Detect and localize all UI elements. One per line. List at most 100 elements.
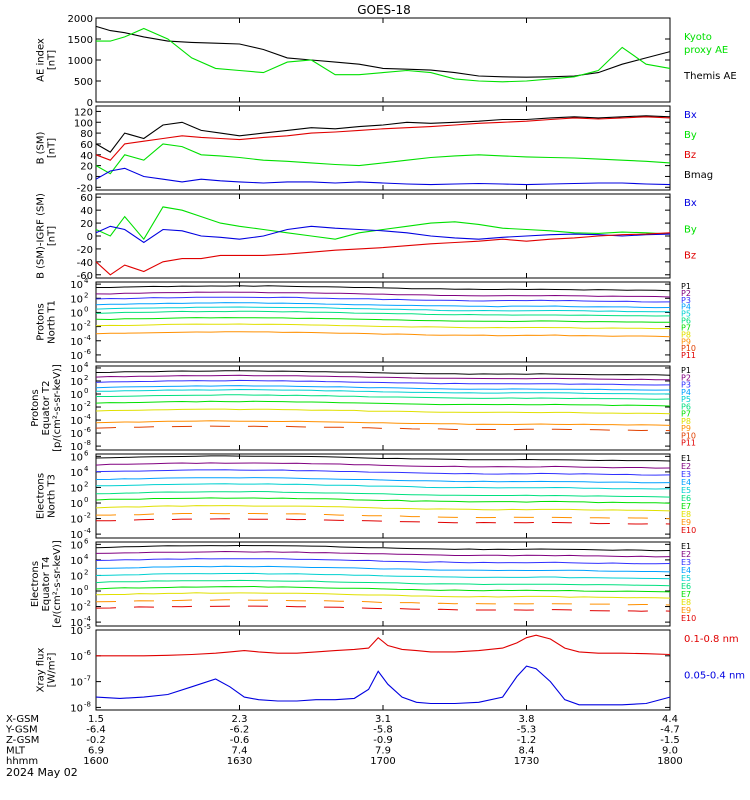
y-axis-label: B (SM)	[36, 131, 47, 164]
legend-entry: E3	[681, 470, 691, 479]
panel-1: 0 500 1000 1500 2000 AE index [nT] Kyoto proxy A…	[36, 14, 737, 109]
series-line	[96, 27, 671, 83]
axis-row-value: -1.5	[660, 735, 680, 746]
flux-line	[95, 550, 671, 558]
legend-entry: E7	[681, 590, 691, 599]
legend-entry: proxy AE	[684, 45, 728, 56]
y-tick-exponent: -8	[84, 700, 91, 708]
legend-entry: P10	[681, 431, 696, 440]
y-tick-exponent: 4	[84, 361, 89, 369]
y-tick-exponent: 0	[84, 584, 88, 592]
chart-title: GOES-18	[357, 3, 411, 17]
y-tick-label: 10	[70, 403, 83, 414]
flux-line	[95, 400, 671, 407]
flux-line	[95, 385, 671, 391]
legend-entry: P8	[681, 417, 691, 426]
axis-row-value: -6.2	[230, 725, 250, 736]
legend-entry: E5	[681, 574, 691, 583]
flux-line	[95, 317, 671, 323]
legend-entry: By	[684, 130, 697, 141]
flux-line	[96, 518, 671, 525]
y-tick-label: 10	[70, 416, 83, 427]
y-axis-label: North T3	[47, 474, 58, 518]
y-axis-label: [p/(cm²-s-sr-keV)]	[52, 364, 63, 452]
flux-line	[96, 394, 671, 400]
y-axis-label: Protons	[30, 389, 41, 426]
axis-row-value: 1.5	[88, 714, 104, 725]
series-line	[95, 232, 671, 276]
y-tick-exponent: 2	[84, 568, 88, 576]
y-tick-label: 10	[70, 429, 83, 440]
flux-line	[95, 565, 671, 573]
y-axis-label: Electrons	[30, 561, 41, 607]
y-tick-exponent: 0	[84, 387, 88, 395]
y-axis-label: Electrons	[36, 473, 47, 519]
legend-entry: 0.1-0.8 nm	[684, 634, 739, 645]
y-tick-exponent: -6	[84, 348, 92, 356]
legend-entry: P4	[681, 388, 691, 397]
y-tick-label: 10	[70, 515, 83, 526]
axis-row-value: -0.6	[230, 735, 250, 746]
y-tick-label: 10	[70, 571, 83, 582]
legend-entry: E1	[681, 542, 691, 551]
y-tick-label: 10	[70, 618, 83, 629]
y-tick-exponent: 0	[84, 496, 88, 504]
y-tick-label: 0	[87, 232, 93, 243]
y-axis-label: Protons	[36, 303, 47, 340]
axis-row-label: Y-GSM	[5, 725, 38, 736]
flux-line	[95, 497, 671, 504]
flux-line	[95, 302, 671, 309]
y-tick-label: 10	[70, 540, 83, 551]
y-axis-label: [nT]	[47, 138, 58, 158]
series-line	[95, 143, 671, 175]
series-line	[95, 206, 671, 241]
panel-frame	[95, 193, 671, 279]
y-tick-label: 10	[70, 703, 83, 714]
y-axis-label: North T1	[47, 300, 58, 344]
legend-entry: P7	[681, 323, 691, 332]
flux-line	[95, 585, 671, 593]
panel-3: -60 -40 -20 0 20 40 60 B (SM)-IGRF (SM) [nT] Bx By…	[36, 193, 697, 282]
y-tick-exponent: 2	[84, 480, 88, 488]
y-tick-label: 60	[80, 140, 93, 151]
legend-entry: P7	[681, 410, 691, 419]
panel-frame	[95, 17, 671, 103]
time-axis-table: X-GSM 1.5 2.3 3.1 3.8 4.4 Y-GSM -6.4 -6.2 -5.8 -5.…	[5, 714, 683, 767]
y-tick-exponent: -6	[84, 649, 92, 657]
series-line	[95, 665, 671, 706]
legend-entry: E6	[681, 494, 691, 503]
legend-entry: E3	[681, 558, 691, 567]
flux-line	[95, 558, 671, 565]
y-tick-label: 10	[70, 603, 83, 614]
flux-line	[96, 285, 671, 292]
y-tick-label: 10	[70, 626, 83, 637]
legend-entry: P2	[681, 373, 691, 382]
y-tick-label: 40	[80, 151, 93, 162]
series-line	[95, 115, 671, 153]
y-tick-label: 0	[87, 172, 93, 183]
y-tick-exponent: -4	[84, 413, 92, 421]
axis-row-value: 6.9	[88, 746, 104, 757]
legend-entry: E4	[681, 566, 691, 575]
flux-line	[95, 605, 671, 612]
legend-entry: P1	[681, 282, 691, 291]
y-tick-label: -40	[77, 258, 93, 269]
y-tick-exponent: -2	[84, 600, 91, 608]
legend-entry: Kyoto	[684, 32, 712, 43]
y-tick-label: 10	[70, 390, 83, 401]
y-tick-exponent: 2	[84, 291, 88, 299]
legend-entry: P2	[681, 289, 691, 298]
legend-entry: P4	[681, 303, 691, 312]
y-axis-label: Xray flux	[36, 648, 47, 693]
axis-row-value: -4.7	[660, 725, 680, 736]
legend-entry: P10	[681, 344, 696, 353]
flux-line	[96, 388, 671, 395]
series-line	[95, 25, 671, 78]
y-axis-label: [W/m²]	[47, 652, 58, 687]
y-tick-exponent: -2	[84, 512, 91, 520]
legend-entry: P1	[681, 366, 691, 375]
legend-entry: P11	[681, 351, 696, 360]
y-axis-label: [nT]	[47, 50, 58, 70]
y-tick-label: 10	[70, 556, 83, 567]
axis-row-value: -0.2	[86, 735, 106, 746]
